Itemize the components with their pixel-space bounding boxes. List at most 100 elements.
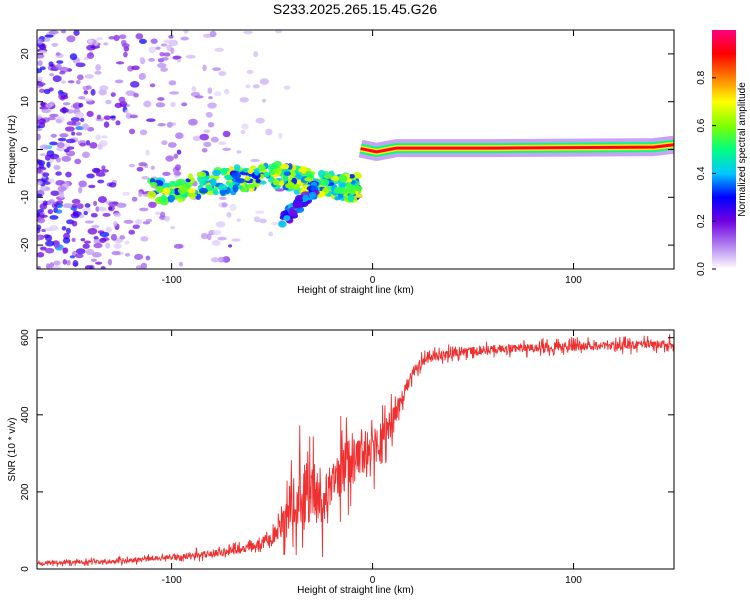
track-blob <box>338 181 346 188</box>
noise-blob <box>96 114 102 120</box>
noise-blob <box>65 138 76 144</box>
noise-blob <box>114 102 123 109</box>
noise-blob <box>37 119 41 125</box>
noise-blob <box>57 185 67 192</box>
noise-blob <box>200 232 208 240</box>
noise-blob <box>99 237 107 243</box>
noise-blob <box>221 202 228 208</box>
noise-blob <box>37 60 43 67</box>
noise-blob <box>139 129 148 136</box>
noise-blob <box>71 220 78 227</box>
noise-blob <box>73 30 80 36</box>
noise-blob <box>91 167 101 173</box>
noise-blob <box>228 244 233 248</box>
noise-blob <box>131 65 140 71</box>
noise-blob <box>75 62 86 68</box>
track-blob <box>279 163 290 170</box>
track-blob <box>220 167 228 176</box>
noise-blob <box>55 209 63 214</box>
noise-blob <box>157 122 166 127</box>
track-blob <box>168 180 178 187</box>
noise-blob <box>80 117 85 123</box>
noise-blob <box>145 149 150 156</box>
noise-blob <box>61 155 72 162</box>
noise-blob <box>90 212 98 218</box>
noise-blob <box>49 73 55 77</box>
noise-blob <box>148 46 157 54</box>
noise-blob <box>86 52 95 59</box>
noise-blob <box>162 171 171 177</box>
spectrogram-y-tick-label: 10 <box>20 96 31 108</box>
track-blob <box>353 185 363 192</box>
noise-blob <box>255 210 265 214</box>
branch-blob <box>289 209 298 217</box>
noise-blob <box>61 94 69 100</box>
noise-blob <box>115 120 121 126</box>
noise-blob <box>240 130 246 135</box>
track-blob <box>247 168 255 175</box>
noise-blob <box>61 226 67 231</box>
noise-blob <box>37 211 41 218</box>
noise-blob <box>53 260 61 266</box>
track-blob <box>175 181 181 187</box>
spectrogram-y-label: Frequency (Hz) <box>7 115 18 184</box>
noise-blob <box>95 206 100 212</box>
track-blob <box>187 187 196 195</box>
track-blob <box>254 168 260 176</box>
track-blob <box>187 173 193 180</box>
noise-blob <box>37 114 42 118</box>
noise-blob <box>81 151 90 159</box>
noise-blob <box>71 131 76 136</box>
track-blob <box>337 187 348 195</box>
noise-blob <box>113 243 122 249</box>
noise-blob <box>99 169 110 173</box>
track-blob <box>246 183 257 189</box>
track-blob <box>167 194 176 202</box>
noise-blob <box>271 221 278 226</box>
noise-blob <box>145 255 151 261</box>
spectrogram-y-tick-label: 20 <box>20 48 31 60</box>
noise-blob <box>188 118 198 126</box>
noise-blob <box>116 202 127 208</box>
snr-x-label: Height of straight line (km) <box>297 585 414 596</box>
noise-blob <box>229 203 237 211</box>
noise-blob <box>46 263 51 269</box>
noise-blob <box>37 180 43 186</box>
noise-blob <box>48 30 59 35</box>
noise-blob <box>39 153 47 157</box>
snr-frame <box>36 329 675 570</box>
noise-blob <box>75 248 86 255</box>
noise-blob <box>90 258 98 262</box>
noise-blob <box>37 235 41 242</box>
branch-blob <box>294 194 305 202</box>
noise-blob <box>135 265 142 269</box>
noise-blob <box>222 147 231 151</box>
noise-blob <box>210 136 219 143</box>
track-blob <box>257 164 266 172</box>
noise-blob <box>236 150 242 154</box>
noise-blob <box>105 226 112 233</box>
track-blob <box>250 165 257 170</box>
noise-blob <box>40 185 51 191</box>
noise-blob <box>57 137 67 142</box>
noise-blob <box>265 128 273 136</box>
track-blob <box>323 174 333 179</box>
noise-blob <box>203 129 211 133</box>
noise-blob <box>148 201 157 208</box>
noise-blob <box>39 66 46 70</box>
noise-blob <box>122 191 131 196</box>
track-blob <box>212 190 219 196</box>
noise-blob <box>168 80 177 86</box>
noise-blob <box>199 133 210 141</box>
branch-blob <box>302 194 310 202</box>
noise-blob <box>222 256 231 263</box>
noise-blob <box>245 84 251 89</box>
noise-blob <box>160 43 168 47</box>
noise-blob <box>59 133 69 138</box>
noise-blob <box>93 200 98 207</box>
noise-blob <box>51 265 62 269</box>
track-blob <box>347 194 355 203</box>
noise-blob <box>217 256 225 263</box>
noise-blob <box>91 224 100 229</box>
noise-blob <box>253 216 261 223</box>
